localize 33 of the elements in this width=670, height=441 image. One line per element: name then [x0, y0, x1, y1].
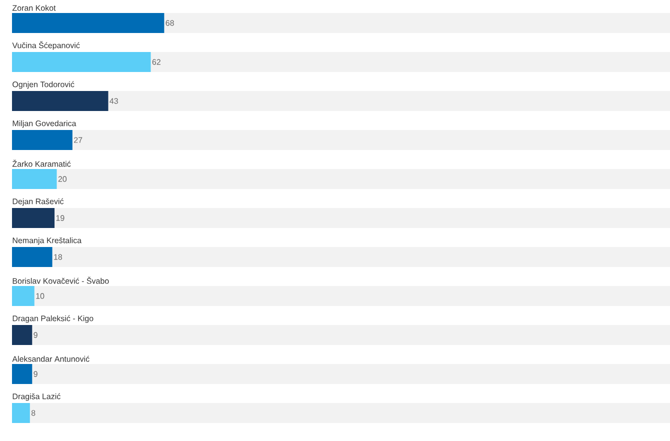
- y-tick-label: Nemanja Kreštalica: [12, 237, 82, 245]
- y-tick-label: Dragiša Lazić: [12, 393, 60, 401]
- y-tick-label: Žarko Karamatić: [12, 160, 71, 167]
- data-label: 10: [36, 293, 44, 299]
- data-label: 20: [58, 176, 67, 182]
- data-label: 43: [110, 98, 118, 104]
- data-label: 9: [34, 371, 38, 377]
- y-tick-label: Zoran Kokot: [12, 4, 56, 11]
- bar: [12, 247, 52, 267]
- y-tick-label: Vučina Šćepanović: [12, 41, 80, 50]
- data-label: 18: [54, 254, 62, 260]
- data-label: 19: [56, 215, 64, 221]
- bar: [12, 52, 151, 72]
- data-label: 62: [152, 59, 160, 65]
- bar: [12, 286, 34, 306]
- data-label: 68: [166, 20, 174, 26]
- y-tick-label: Borislav Kovačević - Švabo: [12, 276, 109, 284]
- y-tick-label: Ognjen Todorović: [12, 81, 74, 89]
- bar: [12, 402, 30, 423]
- data-label: 27: [74, 137, 82, 143]
- y-tick-label: Miljan Govedarica: [12, 120, 76, 128]
- bar: [12, 364, 32, 384]
- bar: [12, 169, 57, 189]
- bar: [12, 324, 32, 345]
- bar: [12, 130, 72, 150]
- y-tick-label: Dejan Rašević: [12, 198, 64, 206]
- bar: [12, 13, 164, 33]
- bar: [12, 91, 108, 111]
- data-label: 9: [34, 332, 38, 338]
- data-label: 8: [31, 410, 36, 416]
- y-tick-label: Aleksandar Antunović: [12, 356, 90, 362]
- bar: [12, 208, 55, 228]
- y-tick-label: Dragan Paleksić - Kigo: [12, 315, 94, 323]
